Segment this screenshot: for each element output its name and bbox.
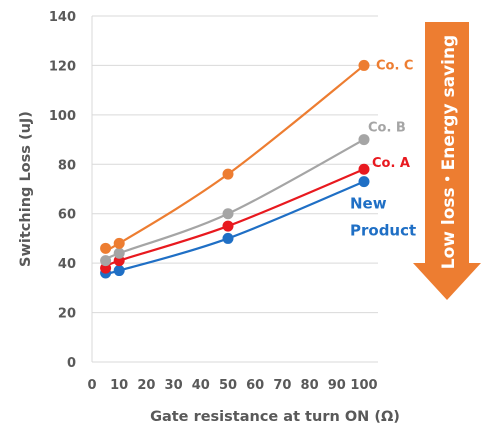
x-tick-label: 30 xyxy=(165,378,183,393)
x-tick-label: 60 xyxy=(246,378,264,393)
y-axis-title: Switching Loss (uJ) xyxy=(18,111,34,267)
data-point xyxy=(222,232,234,244)
series-labels: New Product Co. A Co. B Co. C xyxy=(350,58,416,239)
axes xyxy=(91,16,378,363)
y-tick-labels: 0 20 40 60 80 100 120 140 xyxy=(49,10,76,371)
data-point xyxy=(100,255,112,267)
data-point xyxy=(358,163,370,175)
data-point xyxy=(358,176,370,188)
data-point xyxy=(222,208,234,220)
series-label: Co. A xyxy=(372,156,410,171)
series-group xyxy=(100,59,370,279)
x-tick-label: 0 xyxy=(87,378,96,393)
series-label: New xyxy=(350,195,387,213)
x-tick-labels: 0 10 20 30 40 50 60 70 80 90 100 xyxy=(87,378,377,393)
gridlines xyxy=(92,15,378,314)
x-tick-label: 20 xyxy=(137,378,155,393)
y-tick-label: 20 xyxy=(58,307,76,322)
x-tick-label: 80 xyxy=(301,378,319,393)
x-tick-label: 90 xyxy=(328,378,346,393)
data-point xyxy=(113,265,125,277)
series-label: Co. B xyxy=(368,121,406,136)
series-label: Co. C xyxy=(376,58,413,73)
series-line xyxy=(104,168,365,270)
energy-saving-arrow: Low loss・Energy saving xyxy=(413,22,481,300)
down-arrow-shape xyxy=(413,22,481,300)
y-tick-label: 120 xyxy=(49,59,76,74)
data-point xyxy=(358,134,370,146)
x-tick-label: 10 xyxy=(110,378,128,393)
x-tick-label: 40 xyxy=(192,378,210,393)
y-tick-label: 40 xyxy=(58,257,76,272)
series-label: Product xyxy=(350,222,416,240)
data-point xyxy=(222,168,234,180)
x-tick-label: 50 xyxy=(219,378,237,393)
data-point xyxy=(222,220,234,232)
y-tick-label: 140 xyxy=(49,10,76,25)
x-tick-label: 100 xyxy=(350,378,377,393)
y-tick-label: 80 xyxy=(58,158,76,173)
data-point xyxy=(358,59,370,71)
x-axis-title: Gate resistance at turn ON (Ω) xyxy=(150,409,400,425)
x-tick-label: 70 xyxy=(273,378,291,393)
arrow-annotation-text: Low loss・Energy saving xyxy=(439,35,459,269)
y-tick-label: 100 xyxy=(49,109,76,124)
y-tick-label: 0 xyxy=(67,356,76,371)
series-line xyxy=(104,138,365,262)
data-point xyxy=(113,247,125,259)
y-tick-label: 60 xyxy=(58,208,76,223)
data-point xyxy=(100,242,112,254)
data-point xyxy=(113,237,125,249)
